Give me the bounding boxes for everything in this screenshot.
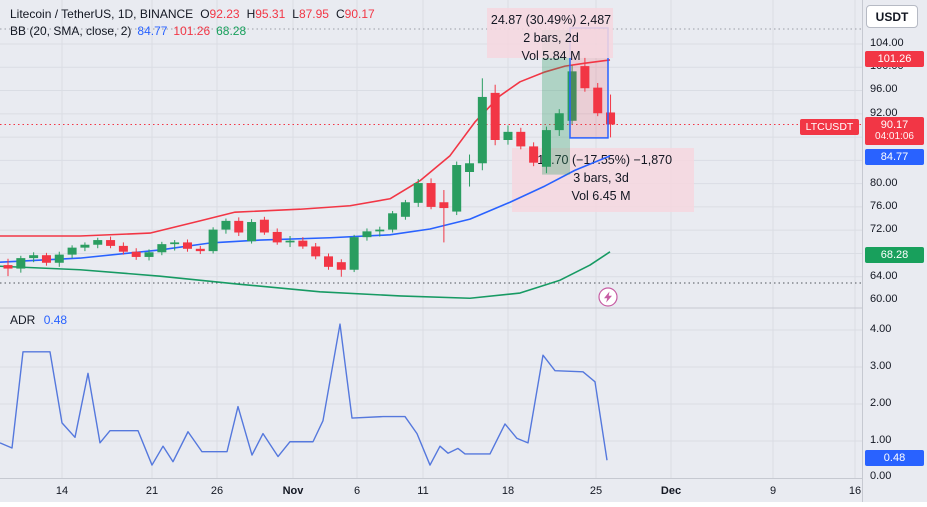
indicator-value: 68.28	[216, 24, 247, 38]
bollinger-band-line	[0, 251, 611, 300]
time-label: 9	[769, 485, 777, 497]
svg-text:2 bars, 2d: 2 bars, 2d	[523, 31, 579, 45]
svg-text:3 bars, 3d: 3 bars, 3d	[573, 171, 629, 185]
axis-label: 3.00	[870, 360, 892, 372]
axis-price-badge: 101.26	[865, 51, 924, 67]
gridlines	[0, 0, 862, 478]
price-axis[interactable]: 104.00100.0096.0092.0080.0076.0072.0064.…	[862, 0, 927, 502]
measure-label-up[interactable]: 24.87 (30.49%) 2,487 2 bars, 2d Vol 5.84 M	[487, 8, 613, 63]
adr-line	[0, 323, 608, 466]
axis-label: 2.00	[870, 397, 892, 409]
chart-legend: Litecoin / TetherUS, 1D, BINANCE O92.23 H9…	[10, 6, 375, 40]
indicator-value: 84.77	[137, 24, 168, 38]
axis-label: 0.00	[870, 470, 892, 482]
time-label: 25	[589, 485, 603, 497]
axis-label: 92.00	[870, 107, 898, 119]
axis-label: 4.00	[870, 323, 892, 335]
adr-value: 0.48	[43, 313, 68, 327]
axis-label: 104.00	[870, 37, 904, 49]
time-label: 18	[501, 485, 515, 497]
time-label: Dec	[660, 485, 682, 497]
time-axis[interactable]: 14 21 26 Nov 6 11 18 25 Dec 9 16	[0, 478, 862, 502]
axis-label: 60.00	[870, 293, 898, 305]
symbol-title[interactable]: Litecoin / TetherUS, 1D, BINANCE	[10, 7, 194, 21]
ohlc-o: O92.23	[200, 7, 240, 21]
axis-label: 64.00	[870, 270, 898, 282]
time-label: 11	[417, 485, 429, 497]
ohlc-values: O92.23 H95.31 L87.95 C90.17	[193, 7, 375, 21]
indicator-values: 84.77 101.26 68.28	[131, 24, 246, 38]
time-label: 16	[848, 485, 862, 497]
axis-label: 96.00	[870, 83, 898, 95]
bollinger-band-line	[0, 59, 611, 237]
ohlc-c: C90.17	[335, 7, 375, 21]
axis-label: 80.00	[870, 177, 898, 189]
lightning-icon	[604, 291, 612, 303]
axis-label: 76.00	[870, 200, 898, 212]
time-label: 21	[145, 485, 159, 497]
time-label: 26	[210, 485, 224, 497]
time-label: 14	[55, 485, 69, 497]
svg-text:24.87 (30.49%) 2,487: 24.87 (30.49%) 2,487	[491, 13, 611, 27]
quick-trade-button[interactable]	[598, 287, 618, 307]
adr-label[interactable]: ADR	[10, 313, 36, 327]
indicator-title[interactable]: BB (20, SMA, close, 2)	[10, 24, 132, 38]
axis-label: 72.00	[870, 223, 898, 235]
axis-label: 1.00	[870, 434, 892, 446]
axis-price-badge: 68.28	[865, 247, 924, 263]
time-label: 6	[353, 485, 361, 497]
time-label: Nov	[282, 485, 304, 497]
symbol-legend-row: Litecoin / TetherUS, 1D, BINANCE O92.23 H9…	[10, 6, 375, 23]
svg-text:Vol 6.45 M: Vol 6.45 M	[571, 189, 630, 203]
window-bottom-margin	[0, 502, 927, 507]
currency-toggle-button[interactable]: USDT	[866, 5, 918, 28]
adr-legend: ADR 0.48	[10, 313, 67, 327]
ohlc-l: L87.95	[292, 7, 329, 21]
svg-text:Vol 5.84 M: Vol 5.84 M	[521, 49, 580, 63]
axis-price-badge: 0.48	[865, 450, 924, 466]
ohlc-h: H95.31	[246, 7, 286, 21]
indicator-value: 101.26	[173, 24, 211, 38]
candlestick-series	[3, 56, 616, 277]
axis-price-badge: 90.17 04:01:06	[865, 117, 924, 145]
axis-price-badge: 84.77	[865, 149, 924, 165]
indicator-legend-row: BB (20, SMA, close, 2) 84.77 101.26 68.28	[10, 23, 375, 40]
symbol-price-tag: LTCUSDT	[800, 119, 859, 135]
